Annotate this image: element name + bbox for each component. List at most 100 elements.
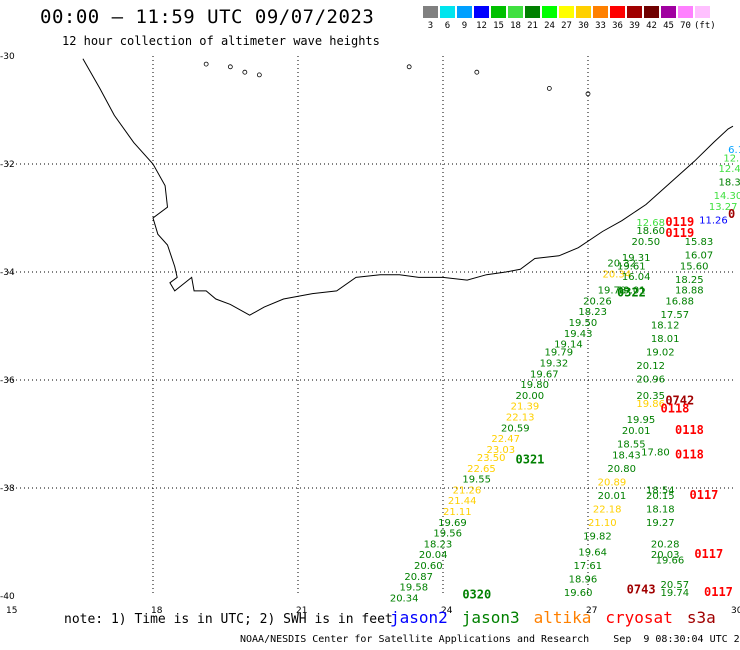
wave-height-value: 23.03 [487,445,516,456]
wave-height-value: 20.15 [646,491,675,502]
color-legend-labels: 3 6 9 12 15 18 21 24 27 30 33 36 39 42 45 70 (ft) [422,21,716,31]
wave-height-value: 19.74 [661,588,690,599]
pass-time-label: 0118 [661,401,690,415]
wave-height-value: 18.88 [675,286,704,297]
pass-time-label: 0322 [617,285,646,299]
longitude-label: 30 [731,606,740,616]
latitude-label: -32 [0,160,15,170]
wave-height-value: 19.86 [636,399,665,410]
legend-label: 45 [663,21,674,31]
wave-height-value: 15.60 [680,261,709,272]
wave-height-value: 21.44 [448,496,477,507]
legend-swatch [456,5,473,19]
wave-height-value: 16.07 [685,251,714,262]
wave-height-value: 18.96 [569,575,598,586]
coastline [82,58,734,316]
lat-lon-grid [8,56,733,596]
wave-height-value: 15.83 [685,237,714,248]
wave-height-value: 20.00 [516,391,545,402]
wave-height-value: 21.39 [511,402,540,413]
coastline-path [82,58,734,316]
pass-time-label: 0 [728,207,735,221]
wave-height-value: 18.43 [612,450,641,461]
wave-height-value: 20.59 [501,423,530,434]
wave-height-value: 16.88 [665,296,694,307]
wave-height-value: 19.69 [438,518,467,529]
island-outline [242,69,248,75]
longitude-label: 21 [296,606,307,616]
legend-swatch [524,5,541,19]
wave-height-value: 17.80 [641,448,670,459]
wave-height-value: 18.01 [651,334,680,345]
wave-height-value: 20.01 [598,491,627,502]
wave-height-value: 20.50 [632,237,661,248]
legend-label: 36 [612,21,623,31]
color-legend [422,5,711,19]
legend-swatch [626,5,643,19]
satellite-s3a: s3a [686,608,716,627]
legend-label: 33 [595,21,606,31]
legend-swatch [422,5,439,19]
pass-labels-layer: 0119011903220321074201180118011801170117… [462,207,735,602]
legend-swatch [541,5,558,19]
wave-height-value: 20.89 [598,477,627,488]
longitude-label: 27 [586,606,597,616]
wave-height-value: 19.50 [569,318,598,329]
wave-height-value: 19.55 [462,475,491,486]
longitude-label: 15 [6,606,17,616]
latitude-labels: -30 -32 -34 -36 -38 -40 [0,52,15,602]
wave-height-value: 22.18 [593,504,622,515]
wave-height-value: 19.82 [583,531,612,542]
pass-time-label: 0117 [704,585,733,599]
wave-height-value: 20.80 [607,464,636,475]
wave-height-value: 18.38 [719,178,740,189]
wave-height-value: 20.03 [651,550,680,561]
island-outline [546,86,552,91]
pass-time-label: 0118 [675,423,704,437]
legend-swatch [592,5,609,19]
legend-label: 3 [427,21,434,31]
map-subtitle: 12 hour collection of altimeter wave hei… [62,34,380,48]
wave-height-value: 6.17 [728,145,740,156]
credit-line: NOAA/NESDIS Center for Satellite Applica… [240,634,740,645]
wave-height-value: 19.67 [530,369,559,380]
wave-height-value: 19.56 [433,529,462,540]
wave-height-value: 13.27 [709,202,738,213]
island-outline [227,64,233,70]
wave-height-value: 20.26 [583,296,612,307]
wave-height-value: 19.02 [646,348,675,359]
island-outline [406,64,412,70]
wave-height-value: 12.68 [636,218,665,229]
wave-height-value: 20.12 [636,361,665,372]
wave-height-value: 20.35 [636,391,665,402]
island-outline [256,72,262,78]
wave-height-value: 19.66 [656,556,685,567]
satellite-jason2: jason2 [390,608,448,627]
legend-label: 9 [461,21,468,31]
pass-time-label: 0742 [665,393,694,407]
legend-label: (ft) [694,21,716,31]
pass-time-label: 0119 [665,226,694,240]
wave-height-value: 18.54 [646,485,675,496]
wave-height-value: 19.79 [545,348,574,359]
wave-height-value: 21.11 [443,507,472,518]
wave-height-value: 18.23 [424,539,453,550]
wave-height-value: 21.26 [453,485,482,496]
legend-label: 12 [476,21,487,31]
wave-height-value: 20.87 [404,572,433,583]
wave-height-value: 19.60 [564,588,593,599]
satellite-jason3: jason3 [461,608,520,627]
wave-height-value: 19.80 [520,380,549,391]
pass-time-label: 0321 [516,453,545,467]
wave-height-value: 19.64 [578,548,607,559]
legend-label: 24 [544,21,555,31]
legend-label: 27 [561,21,572,31]
wave-height-value: 20.96 [636,375,665,386]
legend-swatch [694,5,711,19]
wave-height-value: 17.61 [574,561,603,572]
wave-height-value: 20.04 [419,550,448,561]
pass-time-label: 0118 [675,447,704,461]
wave-height-value: 19.27 [646,518,675,529]
legend-label: 18 [510,21,521,31]
